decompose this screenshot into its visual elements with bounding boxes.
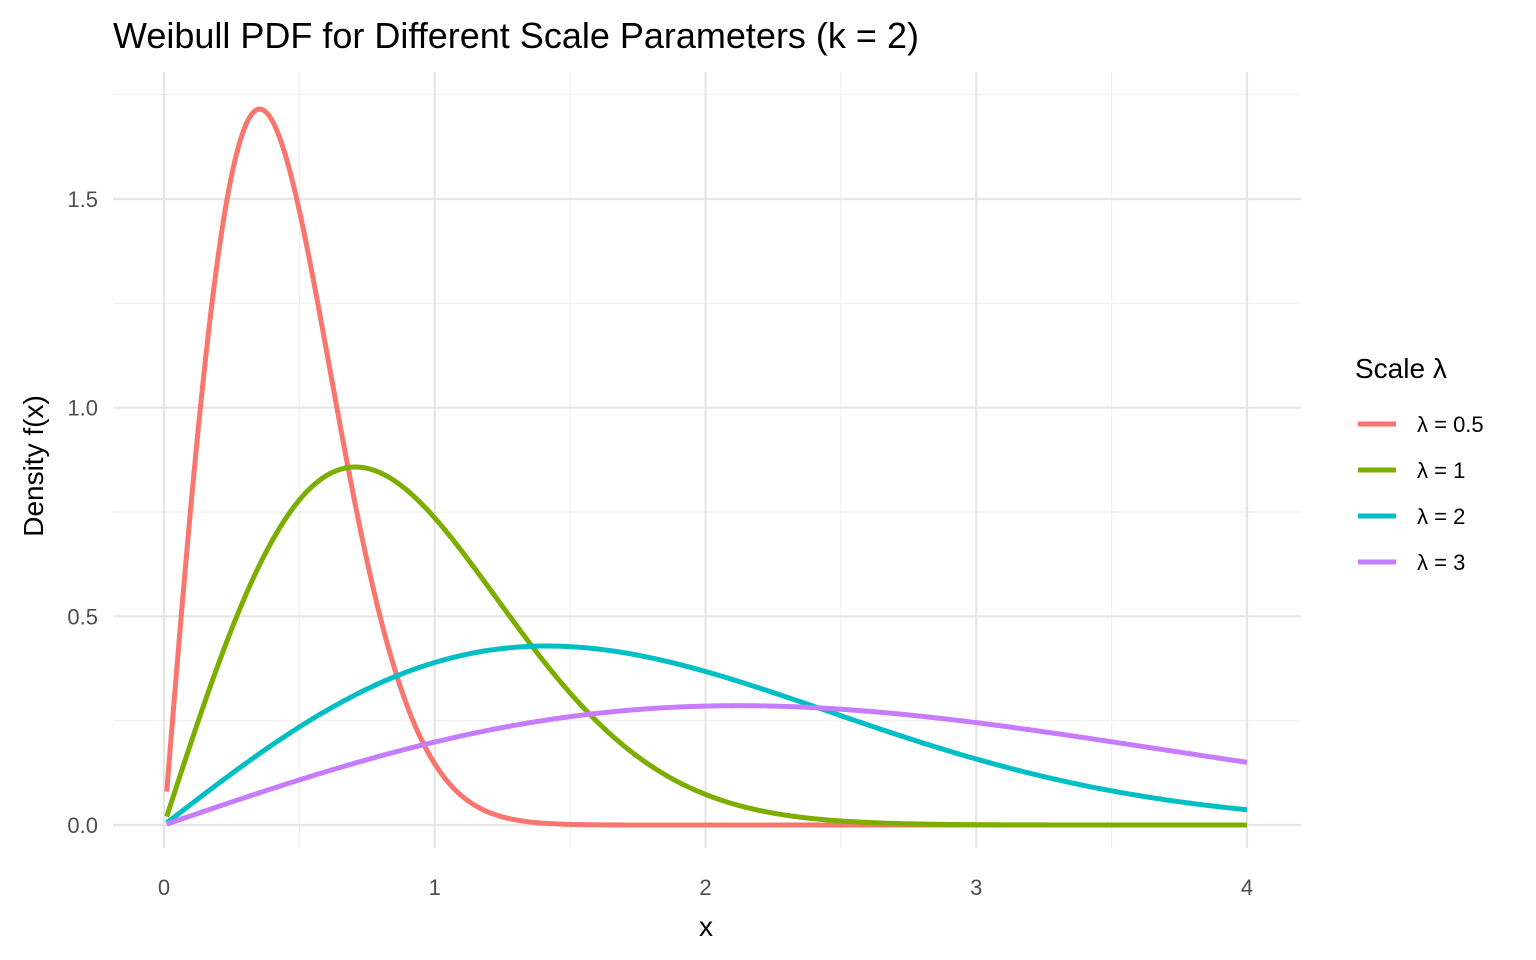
y-tick-label: 0.5	[67, 604, 98, 629]
legend-label-3: λ = 2	[1417, 504, 1465, 529]
legend: Scale λ λ = 0.5 λ = 1 λ = 2 λ = 3	[1355, 353, 1484, 575]
x-tick-label: 2	[699, 875, 711, 900]
x-tick-label: 1	[429, 875, 441, 900]
x-tick-label: 4	[1241, 875, 1253, 900]
legend-label-2: λ = 1	[1417, 458, 1465, 483]
y-tick-labels: 0.0 0.5 1.0 1.5	[67, 187, 98, 838]
legend-title: Scale λ	[1355, 353, 1447, 384]
x-tick-label: 3	[970, 875, 982, 900]
y-tick-label: 1.0	[67, 396, 98, 421]
x-tick-labels: 0 1 2 3 4	[158, 875, 1253, 900]
series-line-4	[165, 703, 1248, 827]
series-line-3	[165, 643, 1248, 825]
x-axis-title: x	[699, 911, 713, 942]
series-line-1	[164, 106, 1248, 828]
series-line-2	[164, 464, 1248, 828]
chart-title: Weibull PDF for Different Scale Paramete…	[113, 15, 919, 56]
legend-label-1: λ = 0.5	[1417, 412, 1484, 437]
x-tick-label: 0	[158, 875, 170, 900]
legend-items: λ = 0.5 λ = 1 λ = 2 λ = 3	[1358, 412, 1484, 575]
y-tick-label: 0.0	[67, 813, 98, 838]
legend-label-4: λ = 3	[1417, 550, 1465, 575]
y-axis-title: Density f(x)	[18, 395, 49, 537]
series-layer	[164, 106, 1248, 828]
y-tick-label: 1.5	[67, 187, 98, 212]
